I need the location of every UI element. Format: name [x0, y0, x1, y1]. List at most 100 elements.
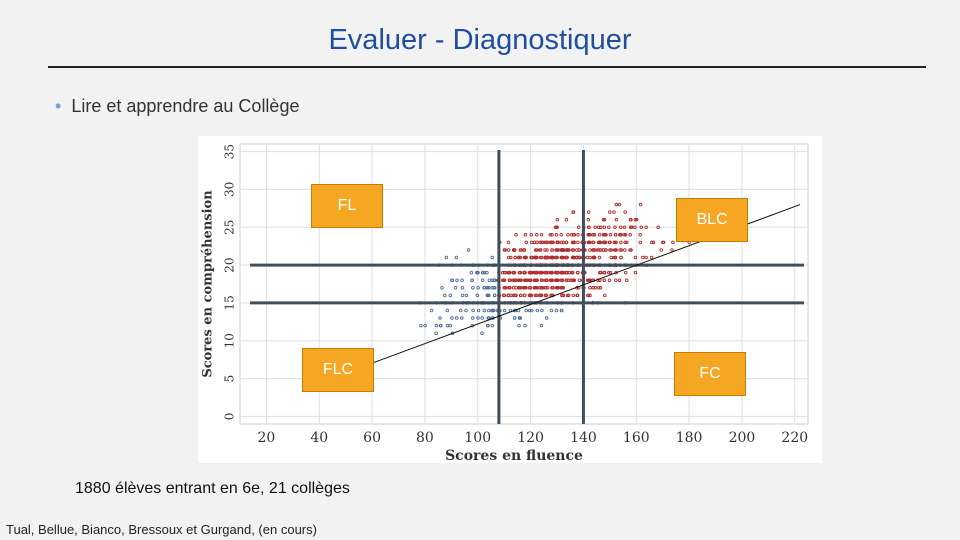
- data-point: [638, 240, 643, 245]
- annotation-blc: BLC: [676, 198, 748, 242]
- data-point: [523, 233, 528, 237]
- data-point: [507, 255, 511, 260]
- data-point: [490, 323, 494, 328]
- data-point: [528, 278, 533, 282]
- data-point: [576, 270, 580, 275]
- data-point: [560, 248, 564, 252]
- data-point: [623, 210, 627, 214]
- data-point: [522, 270, 526, 275]
- data-point: [544, 316, 549, 320]
- data-point: [619, 225, 623, 229]
- source-credit: Tual, Bellue, Bianco, Bressoux et Gurgan…: [6, 522, 317, 537]
- data-point: [545, 248, 549, 252]
- annotation-flc: FLC: [302, 348, 374, 392]
- data-point: [503, 286, 508, 290]
- data-point: [571, 293, 576, 298]
- data-point: [608, 240, 612, 245]
- x-tick-label: 40: [310, 430, 328, 446]
- data-point: [564, 217, 569, 222]
- data-point: [570, 270, 575, 275]
- data-point: [548, 278, 553, 282]
- data-point: [503, 270, 508, 275]
- data-point: [608, 233, 613, 237]
- data-point: [524, 308, 528, 313]
- data-point: [592, 255, 596, 260]
- data-point: [512, 316, 517, 320]
- data-point: [518, 270, 522, 275]
- data-point: [564, 248, 569, 252]
- data-point: [524, 255, 528, 260]
- data-point: [612, 255, 616, 260]
- y-tick-label: 30: [223, 182, 237, 197]
- data-point: [560, 293, 564, 298]
- data-point: [517, 316, 522, 320]
- data-point: [458, 308, 463, 313]
- data-point: [651, 240, 656, 245]
- annotation-fc: FC: [674, 352, 746, 396]
- data-point: [625, 240, 629, 245]
- data-point: [460, 316, 464, 320]
- data-point: [507, 286, 511, 290]
- data-point: [487, 308, 491, 313]
- data-point: [622, 225, 627, 229]
- data-point: [644, 255, 648, 260]
- data-point: [593, 225, 597, 229]
- data-point: [509, 255, 513, 260]
- chart-canvas: 20 40 60 80 100 120 140 160 180 200 220 0 5 10 15 20 25 3…: [201, 143, 809, 463]
- data-point: [528, 270, 533, 275]
- data-point: [445, 308, 450, 313]
- data-point: [533, 286, 537, 290]
- data-point: [571, 278, 575, 282]
- data-point: [561, 255, 565, 260]
- data-point: [598, 240, 602, 245]
- data-point: [511, 270, 516, 275]
- data-point: [670, 248, 674, 252]
- data-point: [519, 278, 523, 282]
- data-point: [550, 233, 554, 237]
- data-point: [564, 255, 568, 260]
- data-point: [555, 278, 559, 282]
- data-point: [518, 255, 523, 260]
- data-point: [576, 240, 580, 245]
- data-point: [592, 248, 596, 252]
- data-point: [554, 248, 558, 252]
- data-point: [434, 331, 438, 335]
- data-point: [533, 293, 538, 298]
- data-point: [576, 233, 580, 237]
- data-point: [564, 278, 569, 282]
- data-point: [570, 233, 574, 237]
- data-point: [511, 293, 516, 298]
- data-point: [529, 255, 533, 260]
- data-point: [628, 233, 632, 237]
- data-point: [613, 255, 618, 260]
- data-point: [603, 240, 608, 245]
- data-point: [566, 278, 571, 282]
- data-point: [572, 240, 576, 245]
- data-point: [543, 270, 547, 275]
- data-point: [493, 293, 497, 298]
- data-point: [419, 323, 423, 328]
- data-point: [549, 255, 553, 260]
- data-point: [598, 286, 603, 290]
- data-point: [444, 255, 449, 260]
- data-point: [608, 248, 612, 252]
- data-point: [566, 248, 570, 252]
- data-point: [586, 233, 590, 237]
- data-point: [450, 278, 455, 282]
- data-point: [485, 293, 490, 298]
- data-point: [630, 225, 634, 229]
- data-point: [502, 293, 507, 298]
- data-point: [517, 286, 521, 290]
- data-point: [548, 270, 553, 275]
- data-point: [539, 323, 544, 328]
- data-point: [454, 255, 459, 260]
- data-point: [617, 278, 622, 282]
- x-tick-label: 220: [781, 430, 808, 446]
- data-point: [659, 248, 664, 252]
- data-point: [538, 248, 543, 252]
- data-point: [486, 286, 491, 290]
- x-tick-label: 120: [517, 430, 544, 446]
- data-point: [602, 240, 607, 245]
- data-point: [511, 278, 516, 282]
- data-point: [524, 240, 529, 245]
